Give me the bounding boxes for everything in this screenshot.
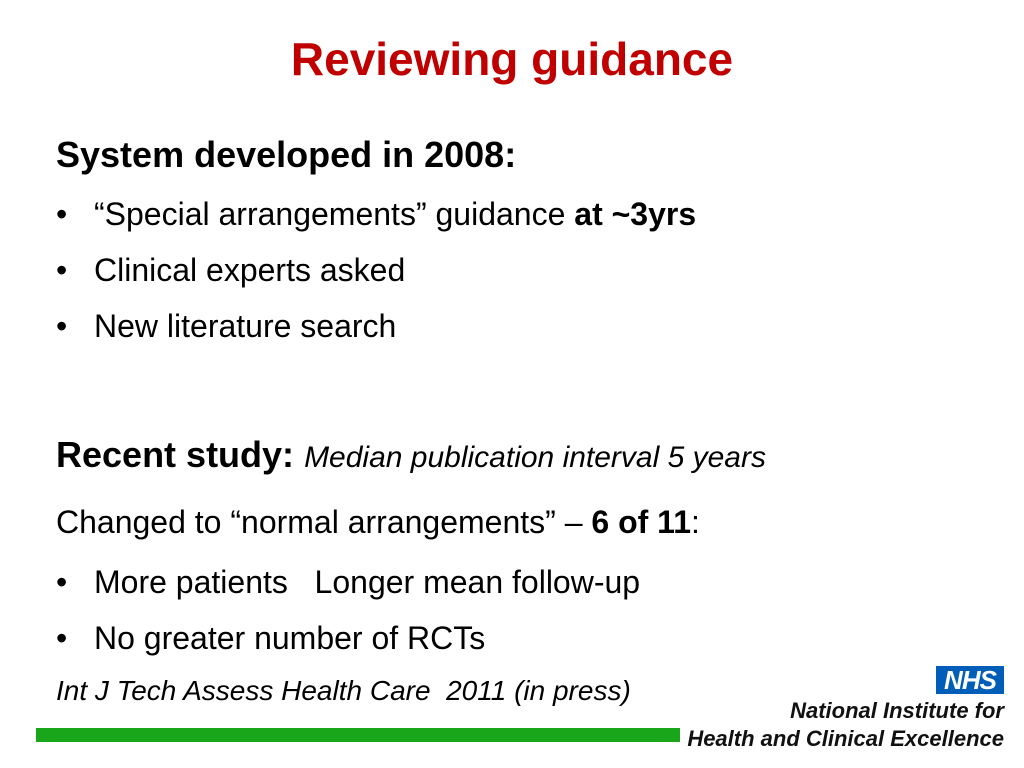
- nice-logo-line1: National Institute for: [790, 698, 1004, 723]
- slide-title: Reviewing guidance: [290, 33, 734, 85]
- bullet-glyph: •: [56, 196, 68, 232]
- bullet-text: Clinical experts asked: [94, 252, 406, 288]
- green-footer-bar: [36, 728, 680, 742]
- section2-heading-line: Recent study: Median publication interva…: [56, 434, 766, 476]
- bullet-text: More patients Longer mean follow-up: [94, 564, 641, 600]
- changed-text: Changed to “normal arrangements” –: [56, 504, 592, 540]
- nhs-logo: NHS: [936, 666, 1004, 694]
- section2-subtitle: Median publication interval 5 years: [304, 441, 766, 474]
- bullet-glyph: •: [56, 308, 68, 344]
- nice-logo-line2: Health and Clinical Excellence: [687, 726, 1004, 751]
- bullet-text: No greater number of RCTs: [94, 620, 486, 656]
- section1-heading: System developed in 2008:: [56, 134, 517, 175]
- bullet-text: “Special arrangements” guidance at ~3yrs: [94, 196, 696, 233]
- changed-line: Changed to “normal arrangements” – 6 of …: [56, 504, 700, 541]
- bullet-glyph: •: [56, 564, 68, 600]
- section2-heading: Recent study:: [56, 434, 295, 475]
- bullet-glyph: •: [56, 252, 68, 288]
- bullet-text-bold: at ~3yrs: [574, 196, 697, 232]
- changed-colon: :: [691, 504, 700, 540]
- changed-count: 6 of 11: [591, 504, 691, 540]
- bullet-text: New literature search: [94, 308, 397, 344]
- bullet-glyph: •: [56, 620, 68, 656]
- reference-citation: Int J Tech Assess Health Care 2011 (in p…: [56, 675, 631, 706]
- bullet-text-part: “Special arrangements” guidance: [94, 196, 575, 232]
